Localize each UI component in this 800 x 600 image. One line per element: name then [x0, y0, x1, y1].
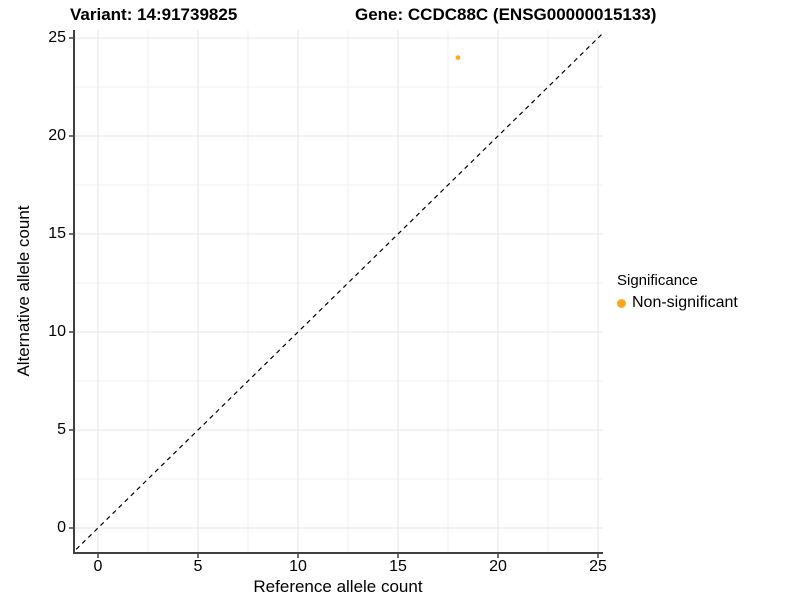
x-tick-label: 5 [193, 558, 203, 575]
legend: Significance Non-significant [617, 272, 738, 313]
y-tick-label: 5 [57, 421, 66, 438]
x-tick-label: 15 [389, 558, 407, 575]
data-point [455, 55, 461, 60]
plot-title-variant: Variant: 14:91739825 [70, 5, 238, 24]
legend-point-icon [617, 298, 626, 308]
plot-title-gene: Gene: CCDC88C (ENSG00000015133) [355, 5, 657, 24]
x-tick-label: 0 [93, 558, 103, 575]
x-tick-label: 25 [589, 558, 607, 575]
y-tick-label: 0 [57, 519, 66, 536]
x-axis-title: Reference allele count [253, 577, 423, 596]
y-tick-label: 15 [48, 225, 66, 242]
legend-title: Significance [617, 272, 698, 289]
legend-item: Non-significant [617, 293, 738, 313]
y-tick-label: 10 [48, 323, 66, 340]
y-tick-label: 25 [48, 29, 66, 46]
x-tick-label: 10 [289, 558, 307, 575]
y-axis-title: Alternative allele count [14, 205, 33, 377]
y-tick-label: 20 [48, 127, 66, 144]
x-tick-label: 20 [489, 558, 507, 575]
legend-item-label: Non-significant [632, 294, 738, 311]
